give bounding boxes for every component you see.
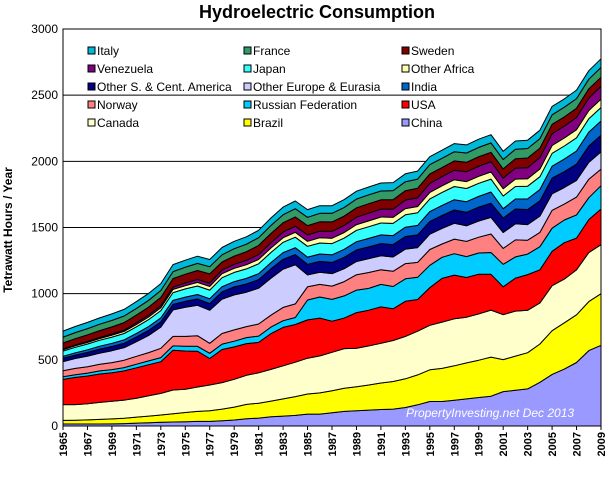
legend-label: USA <box>411 98 436 112</box>
x-tick-label: 1985 <box>303 432 315 456</box>
legend-item-other-africa: Other Africa <box>401 62 475 76</box>
x-tick-label: 2003 <box>523 432 535 456</box>
x-tick-label: 1971 <box>131 432 143 456</box>
legend-swatch <box>243 64 252 73</box>
legend-swatch <box>401 46 410 55</box>
legend-item-japan: Japan <box>243 62 286 76</box>
y-axis-label: Tetrawatt Hours / Year <box>1 167 15 293</box>
y-tick-label: 3000 <box>31 22 58 36</box>
x-tick-label: 1997 <box>449 432 461 456</box>
legend-label: Other Europe & Eurasia <box>253 80 381 94</box>
x-tick-label: 1991 <box>376 432 388 456</box>
legend-label: Sweden <box>411 44 454 58</box>
legend-label: Russian Federation <box>253 98 357 112</box>
legend-item-india: India <box>401 80 437 94</box>
legend-swatch <box>87 82 96 91</box>
legend-swatch <box>87 64 96 73</box>
x-tick-label: 2005 <box>547 432 559 456</box>
x-tick-label: 1967 <box>82 432 94 456</box>
x-tick-label: 1989 <box>351 432 363 456</box>
chart-title: Hydroelectric Consumption <box>199 2 435 22</box>
x-tick-label: 1993 <box>400 432 412 456</box>
x-tick-label: 2007 <box>572 432 584 456</box>
legend: Italy France Sweden Venezuela Japan Other Afr… <box>87 44 475 130</box>
x-tick-label: 1987 <box>327 432 339 456</box>
legend-swatch <box>87 100 96 109</box>
legend-label: Italy <box>97 44 119 58</box>
legend-item-brazil: Brazil <box>243 116 283 130</box>
legend-swatch <box>243 118 252 127</box>
legend-swatch <box>401 64 410 73</box>
x-tick-label: 1983 <box>278 432 290 456</box>
legend-label: Brazil <box>253 116 283 130</box>
legend-label: Japan <box>253 62 286 76</box>
legend-item-sweden: Sweden <box>401 44 454 58</box>
x-tick-label: 1965 <box>58 432 70 456</box>
x-tick-label: 1969 <box>107 432 119 456</box>
y-tick-label: 1000 <box>31 287 58 301</box>
legend-label: China <box>411 116 443 130</box>
legend-item-canada: Canada <box>87 116 139 130</box>
legend-item-other-s-cent-america: Other S. & Cent. America <box>87 80 232 94</box>
legend-label: Other Africa <box>411 62 475 76</box>
legend-swatch <box>87 46 96 55</box>
legend-label: France <box>253 44 291 58</box>
legend-item-norway: Norway <box>87 98 138 112</box>
legend-item-usa: USA <box>401 98 436 112</box>
x-tick-label: 1995 <box>425 432 437 456</box>
legend-item-other-europe-eurasia: Other Europe & Eurasia <box>243 80 381 94</box>
legend-item-russian-federation: Russian Federation <box>243 98 357 112</box>
x-tick-label: 1977 <box>205 432 217 456</box>
x-tick-label: 1999 <box>474 432 486 456</box>
x-tick-label: 1973 <box>156 432 168 456</box>
y-tick-label: 2500 <box>31 88 58 102</box>
x-tick-label: 1979 <box>229 432 241 456</box>
x-tick-label: 2009 <box>596 432 608 456</box>
legend-swatch <box>243 46 252 55</box>
plot-area: 0 500 1000 1500 2000 2500 3000 1965 1967 1969 1971… <box>31 22 608 456</box>
y-tick-label: 1500 <box>31 221 58 235</box>
legend-swatch <box>243 100 252 109</box>
legend-label: India <box>411 80 437 94</box>
legend-swatch <box>401 100 410 109</box>
x-tick-label: 2001 <box>498 432 510 456</box>
y-tick-label: 0 <box>51 419 58 433</box>
source-annotation: PropertyInvesting.net Dec 2013 <box>406 406 574 420</box>
x-tick-label: 1975 <box>180 432 192 456</box>
legend-swatch <box>243 82 252 91</box>
x-tick-label: 1981 <box>254 432 266 456</box>
legend-label: Other S. & Cent. America <box>97 80 232 94</box>
legend-item-italy: Italy <box>87 44 119 58</box>
legend-label: Norway <box>97 98 138 112</box>
y-tick-label: 2000 <box>31 154 58 168</box>
legend-swatch <box>401 82 410 91</box>
y-tick-label: 500 <box>38 353 58 367</box>
legend-swatch <box>87 118 96 127</box>
legend-item-france: France <box>243 44 291 58</box>
area-series-group <box>62 58 602 427</box>
legend-item-china: China <box>401 116 443 130</box>
legend-swatch <box>401 118 410 127</box>
legend-item-venezuela: Venezuela <box>87 62 153 76</box>
legend-label: Venezuela <box>97 62 153 76</box>
legend-label: Canada <box>97 116 139 130</box>
